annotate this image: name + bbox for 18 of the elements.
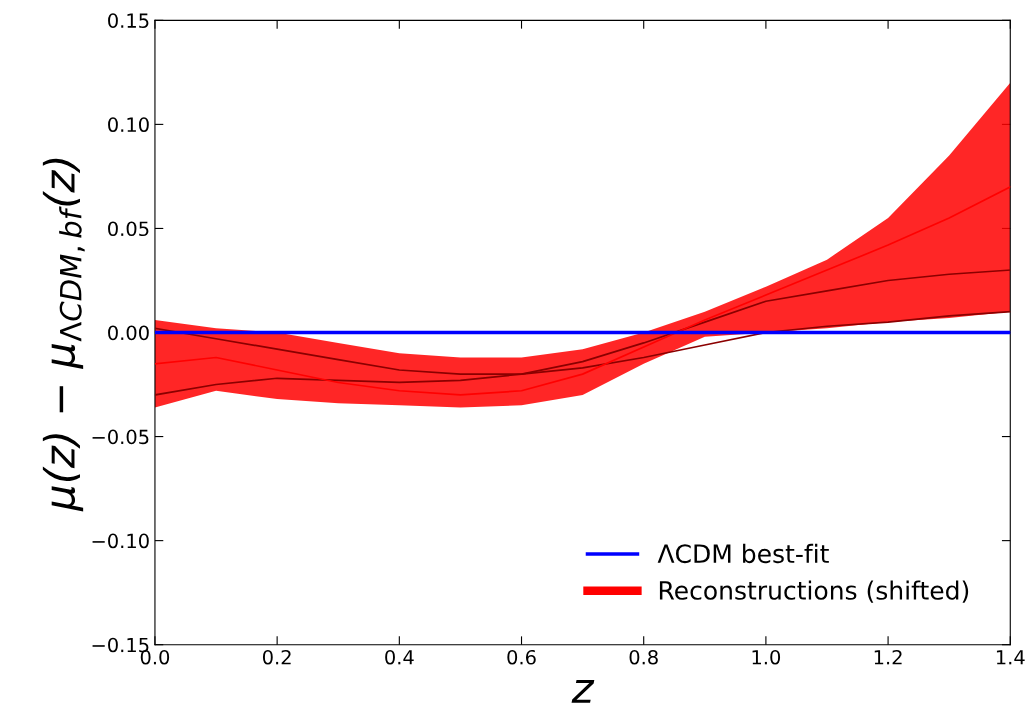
x-tick-label: 0.8 xyxy=(629,649,658,665)
line-series xyxy=(154,269,1011,396)
x-tick-label: 1.0 xyxy=(752,649,781,665)
x-tick-label: 0.2 xyxy=(262,649,291,665)
x-tick-label: 0.6 xyxy=(507,649,536,665)
x-tick-label: 1.4 xyxy=(996,650,1025,665)
legend-label: ΛCDM best-fit xyxy=(657,543,829,564)
x-tick-label: 0.4 xyxy=(385,649,414,665)
legend-label: Reconstructions (shifted) xyxy=(659,580,969,603)
y-tick-label: 0.10 xyxy=(108,117,149,133)
y-tick-label: −0.05 xyxy=(92,429,149,445)
y-tick-label: 0.00 xyxy=(108,325,149,341)
x-axis-title: z xyxy=(571,680,595,703)
x-tick-label: 1.2 xyxy=(874,649,902,665)
y-tick-label: 0.05 xyxy=(108,221,149,237)
y-tick-label: 0.15 xyxy=(108,13,149,28)
y-axis-title: μ(z) − μ$_{ΛCDM,bf}$(z) xyxy=(42,158,85,512)
y-tick-label: −0.10 xyxy=(92,533,149,549)
